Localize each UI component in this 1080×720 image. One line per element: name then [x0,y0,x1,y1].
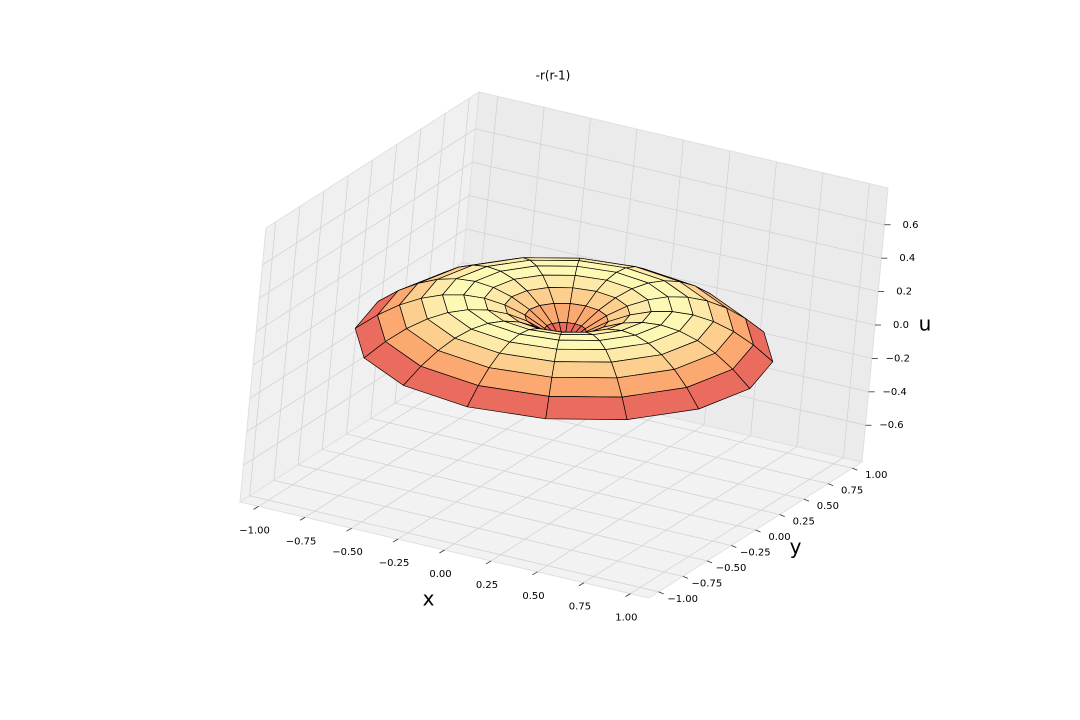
z-tick-label: −0.4 [883,387,907,398]
surface-facet [529,259,580,267]
tick-mark [578,582,585,587]
labels: −1.00−0.75−0.50−0.250.000.250.500.751.00… [239,220,931,624]
grid-line [490,150,731,562]
grid-line [583,172,824,584]
tick-mark [658,591,664,595]
z-tick-label: −0.6 [879,420,903,431]
grid-line [370,144,780,515]
grid-line [321,175,732,546]
tick-mark [827,483,834,487]
grid-line [252,228,876,366]
x-axis-label: x [423,587,435,611]
surface-facet [551,361,618,379]
y-tick-label: 0.25 [793,517,815,528]
grid-line [537,161,777,573]
x-tick-label: 1.00 [615,613,637,624]
z-tick-label: 0.2 [896,287,912,298]
grid-line [273,206,683,577]
y-tick-label: −0.50 [716,563,747,574]
surface [354,257,774,420]
x-tick-label: 0.00 [429,569,451,580]
surface-facet [545,396,628,420]
surface-facet [536,265,578,276]
tick-mark [299,516,306,521]
y-tick-label: −0.75 [692,578,723,589]
y-axis-label: y [790,535,802,559]
y-tick-label: 1.00 [865,470,887,481]
grid-line [255,195,879,332]
tick-mark [346,527,352,532]
grid-line [394,129,804,500]
surface-facet [558,334,600,341]
surface-facet [548,376,623,398]
z-tick-label: 0.0 [893,320,909,331]
x-tick-label: −0.50 [332,547,363,558]
x-tick-label: −0.25 [379,558,410,569]
tick-mark [779,514,785,517]
x-tick-label: 0.50 [522,591,544,602]
x-tick-label: 0.75 [569,602,591,613]
surface-facet [556,339,606,350]
z-tick-label: 0.6 [903,220,919,231]
tick-mark [803,498,810,502]
y-tick-label: 0.50 [817,501,839,512]
y-tick-label: −0.25 [740,547,771,558]
tick-mark [253,506,259,510]
tick-mark [706,560,713,564]
grid-line [630,183,870,594]
grid-line [346,159,756,531]
tick-mark [755,529,761,533]
y-tick-label: 0.75 [841,486,863,497]
tick-mark [852,467,858,471]
y-tick-label: 0.00 [768,532,790,543]
tick-mark [532,571,538,576]
z-axis-label: u [919,312,932,336]
tick-mark [485,560,492,565]
surface-facet [647,296,673,312]
x-tick-label: −0.75 [286,536,317,547]
tick-mark [731,545,737,548]
tick-mark [392,538,399,543]
grid-line [297,190,708,562]
z-tick-label: 0.4 [899,253,915,264]
tick-mark [625,593,631,597]
grid-line [259,161,882,299]
surface-facet [554,348,612,363]
grid-line [262,128,885,266]
tick-mark [439,549,445,554]
z-tick-label: −0.2 [886,353,910,364]
tick-mark [682,575,689,579]
grid-line [249,221,659,593]
x-tick-label: −1.00 [239,525,270,536]
chart-title: -r(r-1) [536,69,571,83]
y-tick-label: −1.00 [667,594,698,605]
x-tick-label: 0.25 [476,580,498,591]
